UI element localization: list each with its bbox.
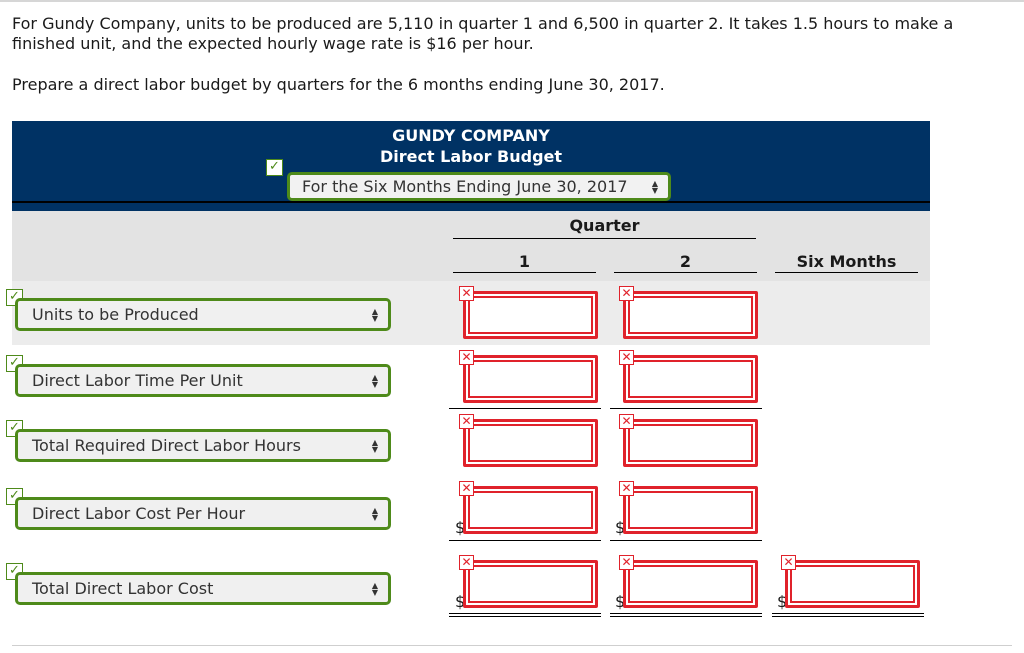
select-arrows-icon: ▲ ▼ xyxy=(371,306,378,323)
incorrect-icon: ✕ xyxy=(619,350,634,365)
dollar-sign: $ xyxy=(455,518,466,537)
budget-title: Direct Labor Budget xyxy=(379,147,563,166)
row-label-select[interactable]: Units to be Produced ▲ ▼ xyxy=(15,298,391,331)
dollar-sign: $ xyxy=(615,518,626,537)
column-header-q1: 1 xyxy=(518,252,531,271)
incorrect-icon: ✕ xyxy=(619,414,634,429)
incorrect-icon: ✕ xyxy=(781,555,796,570)
row-label-select[interactable]: Total Direct Labor Cost ▲ ▼ xyxy=(15,572,391,605)
double-rule xyxy=(772,613,924,614)
row-label-select[interactable]: Total Required Direct Labor Hours ▲ ▼ xyxy=(15,429,391,462)
row-label-value: Total Direct Labor Cost xyxy=(32,579,214,598)
row-label-value: Units to be Produced xyxy=(32,305,199,324)
q1-cost-per-hour-input[interactable] xyxy=(463,486,598,534)
quarter-group-label: Quarter xyxy=(569,216,640,235)
incorrect-icon: ✕ xyxy=(459,286,474,301)
quarter-group-underline xyxy=(453,238,756,239)
incorrect-icon: ✕ xyxy=(459,414,474,429)
q2-total-cost-input[interactable] xyxy=(623,560,758,608)
select-arrows-icon: ▲ ▼ xyxy=(651,178,658,195)
select-arrows-icon: ▲ ▼ xyxy=(371,580,378,597)
incorrect-icon: ✕ xyxy=(459,350,474,365)
q2-units-input[interactable] xyxy=(623,291,758,339)
select-arrows-icon: ▲ ▼ xyxy=(371,372,378,389)
q1-total-hours-input[interactable] xyxy=(463,419,598,467)
row-label-value: Direct Labor Time Per Unit xyxy=(32,371,243,390)
header-rule xyxy=(12,201,930,203)
check-icon: ✓ xyxy=(266,159,283,176)
budget-header: GUNDY COMPANY Direct Labor Budget ✓ For … xyxy=(12,121,930,211)
column-underline xyxy=(453,272,596,273)
dollar-sign: $ xyxy=(777,592,788,611)
row-label-select[interactable]: Direct Labor Cost Per Hour ▲ ▼ xyxy=(15,497,391,530)
double-rule xyxy=(610,616,762,617)
subtotal-rule xyxy=(610,540,762,541)
q2-total-hours-input[interactable] xyxy=(623,419,758,467)
subtotal-rule xyxy=(449,540,601,541)
double-rule xyxy=(449,616,601,617)
double-rule xyxy=(449,613,601,614)
period-select[interactable]: For the Six Months Ending June 30, 2017 … xyxy=(287,172,671,201)
six-months-total-cost-input[interactable] xyxy=(785,560,920,608)
select-arrows-icon: ▲ ▼ xyxy=(371,505,378,522)
q1-time-per-unit-input[interactable] xyxy=(463,355,598,403)
row-label-value: Total Required Direct Labor Hours xyxy=(32,436,301,455)
incorrect-icon: ✕ xyxy=(459,481,474,496)
dollar-sign: $ xyxy=(455,592,466,611)
period-select-value: For the Six Months Ending June 30, 2017 xyxy=(302,177,628,196)
incorrect-icon: ✕ xyxy=(619,286,634,301)
instruction-text: Prepare a direct labor budget by quarter… xyxy=(12,75,665,94)
problem-text: For Gundy Company, units to be produced … xyxy=(12,14,954,53)
column-underline xyxy=(614,272,757,273)
bottom-divider xyxy=(12,645,1012,646)
column-underline xyxy=(775,272,918,273)
problem-statement: For Gundy Company, units to be produced … xyxy=(12,14,1020,95)
double-rule xyxy=(610,613,762,614)
subtotal-rule xyxy=(610,408,762,409)
row-label-value: Direct Labor Cost Per Hour xyxy=(32,504,246,523)
q1-units-input[interactable] xyxy=(463,291,598,339)
q2-time-per-unit-input[interactable] xyxy=(623,355,758,403)
column-header-q2: 2 xyxy=(679,252,692,271)
incorrect-icon: ✕ xyxy=(619,481,634,496)
row-label-select[interactable]: Direct Labor Time Per Unit ▲ ▼ xyxy=(15,364,391,397)
company-name: GUNDY COMPANY xyxy=(392,126,550,145)
q1-total-cost-input[interactable] xyxy=(463,560,598,608)
column-header-six-months: Six Months xyxy=(796,252,897,271)
q2-cost-per-hour-input[interactable] xyxy=(623,486,758,534)
incorrect-icon: ✕ xyxy=(459,555,474,570)
top-divider xyxy=(0,0,1024,2)
column-header-band xyxy=(12,211,930,281)
subtotal-rule xyxy=(449,408,601,409)
double-rule xyxy=(772,616,924,617)
dollar-sign: $ xyxy=(615,592,626,611)
incorrect-icon: ✕ xyxy=(619,555,634,570)
select-arrows-icon: ▲ ▼ xyxy=(371,437,378,454)
